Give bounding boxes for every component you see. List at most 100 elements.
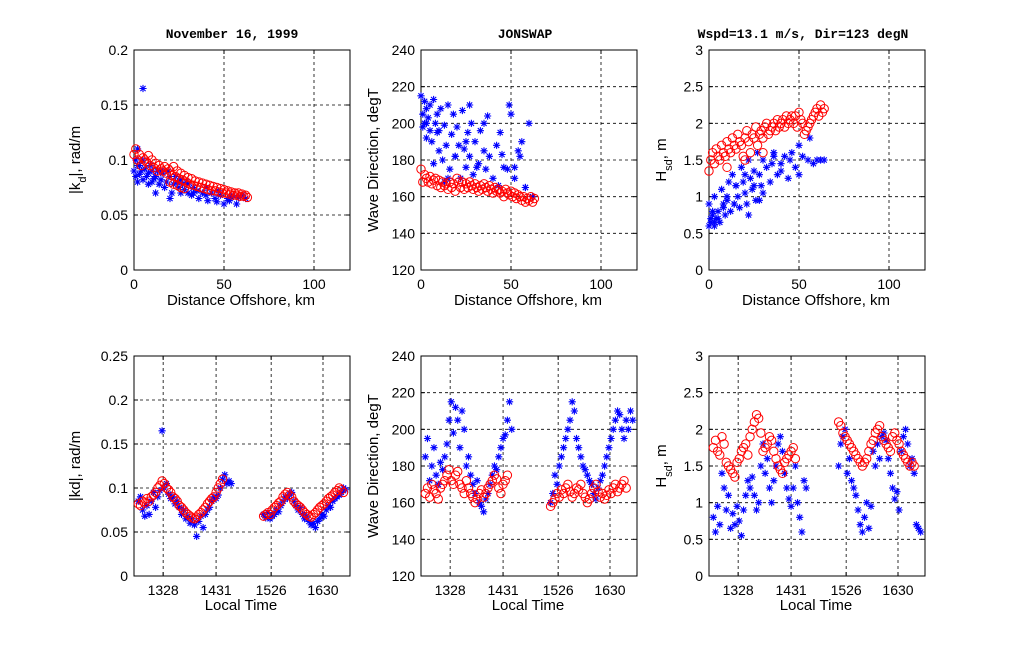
- data-point-circle: [730, 472, 740, 482]
- data-point-star: [629, 416, 637, 424]
- data-point-star: [784, 174, 792, 182]
- data-point-star: [770, 149, 778, 157]
- y-tick-label: 140: [392, 225, 416, 241]
- data-point-circle: [208, 181, 218, 192]
- data-point-star: [710, 193, 718, 201]
- data-point-circle: [221, 188, 231, 198]
- y-tick-label: 1: [695, 495, 703, 511]
- data-point-star: [759, 189, 767, 197]
- x-axis-label: Local Time: [780, 597, 853, 614]
- data-point-star: [785, 495, 793, 503]
- data-point-circle: [454, 177, 464, 187]
- data-point-star: [603, 453, 611, 461]
- data-point-star: [493, 466, 501, 474]
- data-point-star: [714, 502, 722, 510]
- data-point-star: [422, 134, 430, 142]
- grid-lines: [709, 356, 925, 576]
- data-point-star: [175, 183, 183, 192]
- data-point-circle: [163, 485, 174, 495]
- data-point-star: [768, 160, 776, 168]
- data-point-star: [473, 477, 481, 485]
- data-point-star: [718, 185, 726, 193]
- data-point-star: [728, 171, 736, 179]
- data-point-star: [562, 434, 570, 443]
- data-point-star: [430, 95, 438, 104]
- y-tick-label: 2.5: [684, 79, 704, 95]
- data-markers: [133, 427, 350, 540]
- y-tick-label: 1: [695, 189, 703, 205]
- data-point-star: [750, 182, 758, 190]
- data-point-star: [456, 444, 464, 452]
- data-point-star: [624, 425, 632, 433]
- data-point-star: [264, 509, 272, 517]
- chart-title: Wspd=13.1 m/s, Dir=123 degN: [698, 27, 909, 42]
- data-point-circle: [756, 428, 766, 438]
- data-point-circle: [148, 490, 159, 500]
- data-point-star: [733, 502, 741, 510]
- data-point-star: [162, 178, 170, 186]
- y-axis-label-main: |k: [67, 182, 84, 194]
- data-point-star: [802, 484, 810, 492]
- data-point-star: [485, 152, 493, 160]
- data-point-star: [422, 105, 430, 113]
- data-point-star: [724, 491, 733, 499]
- data-point-star: [746, 484, 754, 492]
- data-point-circle: [240, 190, 251, 200]
- data-point-star: [139, 506, 147, 514]
- data-point-star: [719, 204, 727, 212]
- data-point-star: [473, 163, 481, 171]
- x-tick-label: 1526: [256, 582, 287, 598]
- data-point-star: [152, 503, 160, 511]
- data-point-star: [464, 453, 473, 461]
- blue-stars-series: [421, 398, 637, 516]
- data-point-star: [326, 503, 335, 511]
- blue-stars-series: [417, 92, 537, 201]
- data-point-star: [568, 398, 576, 406]
- y-tick-label: 0.15: [101, 436, 128, 452]
- data-point-star: [899, 433, 907, 441]
- data-point-circle: [207, 493, 217, 504]
- data-point-star: [727, 207, 735, 215]
- data-point-star: [736, 204, 744, 212]
- data-point-star: [440, 121, 448, 129]
- red-circles-series: [704, 100, 829, 176]
- data-point-star: [449, 429, 457, 437]
- data-point-star: [743, 200, 751, 208]
- data-point-star: [296, 503, 304, 511]
- data-point-star: [776, 433, 784, 441]
- data-point-star: [895, 506, 903, 514]
- data-point-circle: [491, 474, 502, 484]
- data-point-star: [242, 194, 250, 203]
- data-point-circle: [332, 485, 342, 496]
- data-point-star: [754, 149, 762, 157]
- data-point-star: [806, 134, 814, 142]
- data-point-star: [739, 506, 748, 514]
- red-circles-series: [133, 474, 349, 524]
- y-tick-label: 200: [392, 421, 416, 437]
- data-point-circle: [338, 487, 349, 498]
- x-tick-label: 1328: [435, 582, 466, 598]
- data-point-star: [766, 178, 774, 186]
- data-point-star: [722, 506, 730, 514]
- data-point-star: [500, 163, 508, 171]
- data-point-star: [132, 172, 140, 181]
- data-point-circle: [550, 494, 560, 504]
- data-point-star: [710, 218, 718, 226]
- data-point-circle: [231, 190, 242, 200]
- data-markers: [708, 409, 925, 540]
- data-point-star: [225, 197, 233, 205]
- data-point-circle: [741, 439, 751, 449]
- data-point-circle: [461, 475, 472, 486]
- data-point-star: [710, 222, 718, 230]
- data-point-star: [460, 425, 468, 433]
- data-point-star: [148, 167, 156, 175]
- x-tick-label: 100: [302, 276, 326, 292]
- data-point-star: [783, 484, 791, 492]
- data-point-circle: [463, 483, 474, 493]
- data-point-star: [718, 469, 726, 477]
- data-point-circle: [176, 182, 186, 193]
- data-point-star: [445, 416, 453, 424]
- data-point-star: [820, 156, 828, 164]
- data-point-star: [453, 123, 461, 131]
